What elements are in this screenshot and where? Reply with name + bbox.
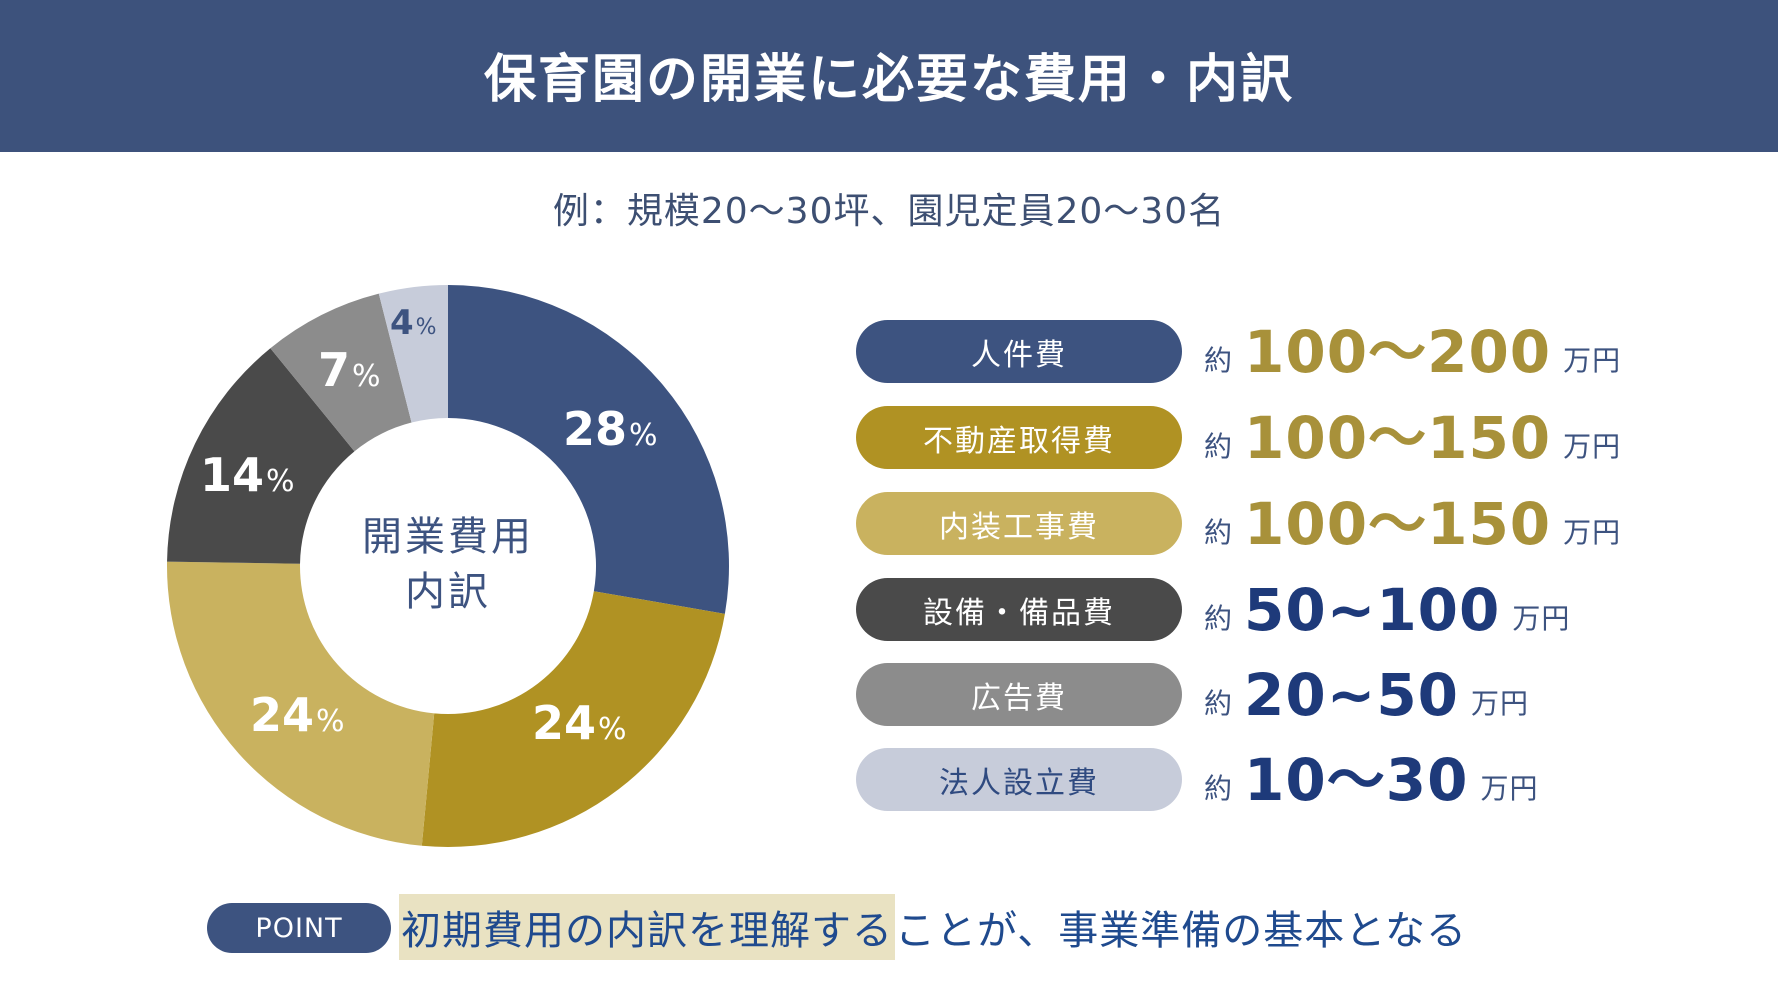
legend-row-advertising: 広告費 約 20~50 万円 bbox=[856, 663, 1756, 726]
legend-amount: 約 20~50 万円 bbox=[1204, 663, 1529, 726]
slice-label-interior: 24% bbox=[250, 688, 345, 742]
legend-row-personnel: 人件費 約 100〜200 万円 bbox=[856, 320, 1756, 383]
amount-value: 100〜150 bbox=[1244, 490, 1552, 558]
slice-label-equipment: 14% bbox=[200, 448, 295, 502]
approx-label: 約 bbox=[1204, 344, 1233, 377]
amount-value: 100〜200 bbox=[1244, 318, 1552, 386]
slice-label-personnel: 28% bbox=[563, 402, 658, 456]
legend-amount: 約 10〜30 万円 bbox=[1204, 748, 1538, 811]
subtitle: 例：規模20〜30坪、園児定員20〜30名 bbox=[552, 191, 1226, 232]
legend-pill: 広告費 bbox=[856, 663, 1182, 726]
approx-label: 約 bbox=[1204, 430, 1233, 463]
point-rest: ことが、事業準備の基本となる bbox=[895, 908, 1467, 954]
amount-value: 20~50 bbox=[1244, 661, 1460, 729]
unit-label: 万円 bbox=[1471, 687, 1530, 720]
donut-chart: 28% 24% 24% 14% 7% 4% 開業費用 内訳 bbox=[0, 0, 900, 880]
legend-amount: 約 100〜150 万円 bbox=[1204, 492, 1621, 555]
legend-pill: 設備・備品費 bbox=[856, 578, 1182, 641]
unit-label: 万円 bbox=[1512, 602, 1571, 635]
approx-label: 約 bbox=[1204, 516, 1233, 549]
approx-label: 約 bbox=[1204, 602, 1233, 635]
point-badge: POINT bbox=[207, 903, 391, 953]
center-label-line1: 開業費用 bbox=[362, 514, 534, 560]
unit-label: 万円 bbox=[1480, 772, 1539, 805]
donut-slice bbox=[421, 591, 725, 847]
legend-pill: 法人設立費 bbox=[856, 748, 1182, 811]
amount-value: 50~100 bbox=[1244, 576, 1501, 644]
amount-value: 10〜30 bbox=[1244, 746, 1469, 814]
point-message: 初期費用の内訳を理解する ことが、事業準備の基本となる bbox=[399, 894, 1467, 960]
slice-label-advertising: 7% bbox=[318, 343, 381, 397]
legend-amount: 約 100〜150 万円 bbox=[1204, 406, 1621, 469]
legend-pill: 人件費 bbox=[856, 320, 1182, 383]
donut-center-label: 開業費用 内訳 bbox=[298, 510, 598, 620]
legend-row-equipment: 設備・備品費 約 50~100 万円 bbox=[856, 578, 1756, 641]
unit-label: 万円 bbox=[1563, 430, 1622, 463]
approx-label: 約 bbox=[1204, 772, 1233, 805]
donut-slice bbox=[167, 561, 435, 846]
legend-amount: 約 100〜200 万円 bbox=[1204, 320, 1621, 383]
donut-slice bbox=[448, 285, 730, 614]
legend-row-interior: 内装工事費 約 100〜150 万円 bbox=[856, 492, 1756, 555]
legend-pill: 内装工事費 bbox=[856, 492, 1182, 555]
slice-label-real-estate: 24% bbox=[532, 696, 627, 750]
unit-label: 万円 bbox=[1563, 516, 1622, 549]
donut-svg bbox=[167, 285, 730, 847]
center-label-line2: 内訳 bbox=[405, 569, 491, 615]
legend-pill: 不動産取得費 bbox=[856, 406, 1182, 469]
amount-value: 100〜150 bbox=[1244, 404, 1552, 472]
unit-label: 万円 bbox=[1563, 344, 1622, 377]
approx-label: 約 bbox=[1204, 687, 1233, 720]
header-bar: 保育園の開業に必要な費用・内訳 bbox=[0, 0, 1778, 152]
donut-slice bbox=[378, 285, 448, 423]
legend-amount: 約 50~100 万円 bbox=[1204, 578, 1570, 641]
point-highlight: 初期費用の内訳を理解する bbox=[399, 894, 895, 960]
donut-slice bbox=[167, 348, 355, 564]
slice-label-incorporation: 4% bbox=[390, 303, 437, 343]
page-title: 保育園の開業に必要な費用・内訳 bbox=[483, 49, 1294, 110]
legend-row-incorporation: 法人設立費 約 10〜30 万円 bbox=[856, 748, 1756, 811]
legend-row-real-estate: 不動産取得費 約 100〜150 万円 bbox=[856, 406, 1756, 469]
donut-slice bbox=[270, 293, 412, 452]
